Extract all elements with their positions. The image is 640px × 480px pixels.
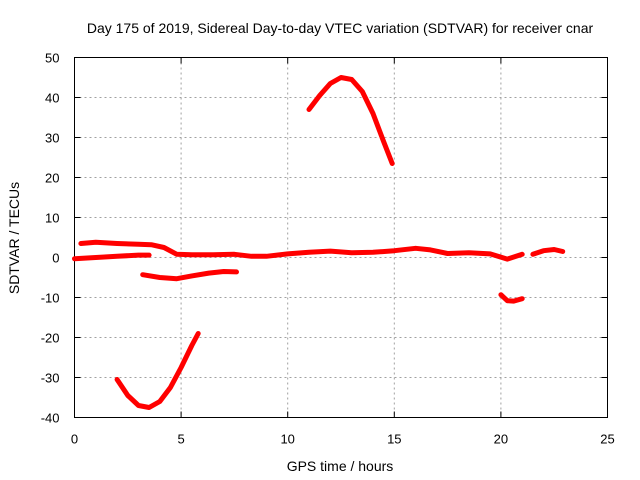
y-tick-label: -10 (41, 291, 60, 306)
x-tick-label: 15 (387, 432, 401, 447)
x-tick-label: 5 (177, 432, 184, 447)
y-tick-label: 10 (45, 211, 59, 226)
y-tick-label: -30 (41, 371, 60, 386)
y-axis-label: SDTVAR / TECUs (6, 182, 22, 294)
series-arc-late-rise (530, 247, 566, 257)
plot-frame (74, 57, 608, 418)
series-arc-late-dip (498, 292, 525, 304)
y-tick-label: 0 (52, 251, 59, 266)
series-arc-lower-baseline (72, 252, 152, 262)
y-tick-label: -40 (41, 411, 60, 426)
y-tick-label: 20 (45, 171, 59, 186)
series-layer (72, 75, 566, 410)
series-arc-negative-offset (140, 269, 239, 282)
y-tick-label: 50 (45, 51, 59, 66)
y-tick-label: 40 (45, 91, 59, 106)
series-arc-trough (114, 331, 201, 410)
chart-title: Day 175 of 2019, Sidereal Day-to-day VTE… (87, 20, 594, 36)
series-arc-upper-baseline (78, 239, 525, 262)
series-arc-peak (306, 75, 395, 166)
y-tick-label: -20 (41, 331, 60, 346)
x-tick-label: 20 (494, 432, 508, 447)
grid-layer (74, 57, 608, 418)
x-tick-label: 10 (280, 432, 294, 447)
tick-layer: 0 5 10 15 20 25 -40 -30 -20 -10 0 10 20 30 40 50 (41, 51, 615, 447)
x-axis-label: GPS time / hours (287, 458, 394, 474)
x-tick-label: 25 (600, 432, 614, 447)
y-tick-label: 30 (45, 131, 59, 146)
x-tick-label: 0 (71, 432, 78, 447)
